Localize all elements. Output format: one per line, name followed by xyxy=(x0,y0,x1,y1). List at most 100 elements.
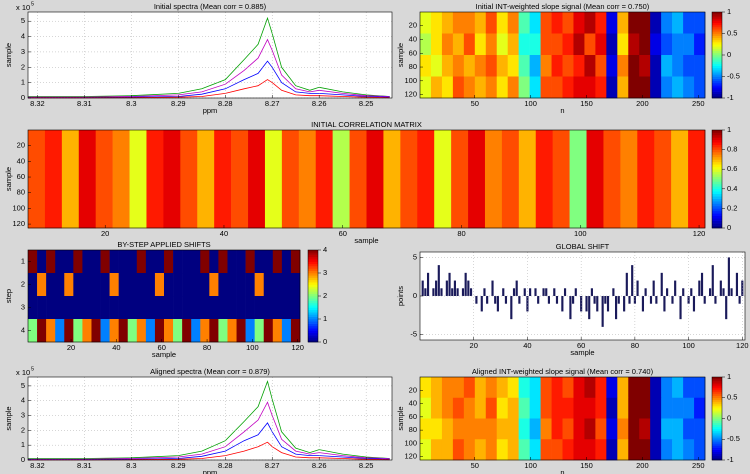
colorbar-swatch xyxy=(712,196,722,199)
heatmap-cell xyxy=(100,296,110,320)
colorbar-swatch xyxy=(308,321,318,324)
bar xyxy=(652,280,655,296)
heatmap-cell xyxy=(650,33,662,56)
bar xyxy=(561,296,564,312)
colorbar-swatch xyxy=(712,188,722,192)
bar xyxy=(435,280,438,296)
heatmap-cell xyxy=(562,55,574,77)
colorbar-swatch xyxy=(712,443,722,446)
colorbar-swatch xyxy=(712,422,722,426)
colorbar-swatch xyxy=(712,44,722,47)
heatmap-cell xyxy=(417,130,435,229)
heatmap-cell xyxy=(617,397,629,419)
heatmap-cell xyxy=(617,76,629,99)
colorbar-swatch xyxy=(712,65,722,69)
heatmap-cell xyxy=(573,397,585,419)
heatmap-cell xyxy=(73,250,83,274)
heatmap-cell xyxy=(688,130,706,229)
heatmap-cell xyxy=(595,33,607,56)
bar xyxy=(502,288,505,296)
colorbar-swatch xyxy=(712,137,722,141)
heatmap-cell xyxy=(551,418,563,440)
axes-frame xyxy=(419,376,706,461)
x-tick-label: 150 xyxy=(580,461,593,470)
heatmap-cell xyxy=(551,33,563,56)
colorbar-swatch xyxy=(308,256,318,260)
x-tick-label: 8.25 xyxy=(359,99,374,108)
heatmap-cell xyxy=(118,273,129,297)
bar xyxy=(542,288,545,296)
colorbar-swatch xyxy=(308,282,318,285)
panel-title: GLOBAL SHIFT xyxy=(556,242,610,251)
heatmap-cell xyxy=(474,33,487,56)
heatmap-cell xyxy=(661,12,673,34)
colorbar-swatch xyxy=(712,183,722,187)
heatmap-cell xyxy=(694,439,706,461)
heatmap-cell xyxy=(474,418,487,440)
heatmap-cell xyxy=(637,130,655,229)
heatmap-cell xyxy=(127,273,138,297)
heatmap-cell xyxy=(474,76,487,99)
heatmap-cell xyxy=(315,130,333,229)
heatmap-cell xyxy=(694,418,706,440)
colorbar-tick-label: 0.4 xyxy=(727,184,737,193)
colorbar-swatch xyxy=(712,27,722,30)
heatmap-cell xyxy=(441,418,454,440)
x-tick-label: 120 xyxy=(291,343,304,352)
heatmap-cell xyxy=(430,33,443,56)
heatmap-cell xyxy=(236,319,246,343)
bar xyxy=(703,296,706,304)
heatmap-cell xyxy=(529,418,541,440)
heatmap-cell xyxy=(496,33,508,56)
colorbar-swatch xyxy=(308,291,318,294)
heatmap-cell xyxy=(366,130,384,229)
colorbar-tick-label: 1 xyxy=(727,125,731,134)
heatmap-cell xyxy=(91,319,101,343)
heatmap-cell xyxy=(694,55,706,77)
heatmap-cell xyxy=(182,296,192,320)
heatmap-cell xyxy=(639,439,651,461)
heatmap-cell xyxy=(290,319,301,343)
colorbar-swatch xyxy=(308,252,318,255)
heatmap-cell xyxy=(586,130,604,229)
heatmap-cell xyxy=(485,397,498,419)
heatmap-cell xyxy=(529,439,541,461)
colorbar-tick-label: -1 xyxy=(727,93,734,102)
heatmap-cell xyxy=(173,296,183,320)
colorbar-swatch xyxy=(308,289,318,292)
bar xyxy=(666,288,669,296)
y-axis-label: sample xyxy=(4,43,13,67)
heatmap-cell xyxy=(540,439,552,461)
heatmap-cell xyxy=(639,33,651,56)
heatmap-cell xyxy=(28,273,38,297)
bar xyxy=(649,296,653,304)
bar xyxy=(636,280,639,296)
colorbar-swatch xyxy=(712,174,722,177)
heatmap-cell xyxy=(573,439,585,461)
heatmap-cell xyxy=(146,130,164,229)
colorbar-swatch xyxy=(712,379,722,382)
heatmap-cell xyxy=(661,439,673,461)
heatmap-cell xyxy=(562,397,574,419)
x-tick-label: 20 xyxy=(67,343,75,352)
bar xyxy=(604,296,607,304)
colorbar-swatch xyxy=(712,85,722,88)
heatmap-cell xyxy=(694,76,706,99)
heatmap-cell xyxy=(518,439,530,461)
y-tick-label: 1 xyxy=(21,256,25,265)
heatmap-cell xyxy=(672,397,684,419)
bar xyxy=(644,288,647,296)
x-tick-label: 8.28 xyxy=(218,99,233,108)
heatmap-cell xyxy=(584,12,596,34)
heatmap-cell xyxy=(683,76,695,99)
heatmap-cell xyxy=(420,76,432,99)
heatmap-cell xyxy=(562,439,574,461)
x-tick-label: 8.32 xyxy=(30,99,45,108)
colorbar-swatch xyxy=(712,76,722,79)
bar xyxy=(631,265,634,296)
spectrum-line xyxy=(28,422,390,461)
bar xyxy=(569,296,572,320)
heatmap-cell xyxy=(620,130,638,229)
y-tick-label: 120 xyxy=(12,219,25,228)
colorbar-swatch xyxy=(712,205,722,209)
